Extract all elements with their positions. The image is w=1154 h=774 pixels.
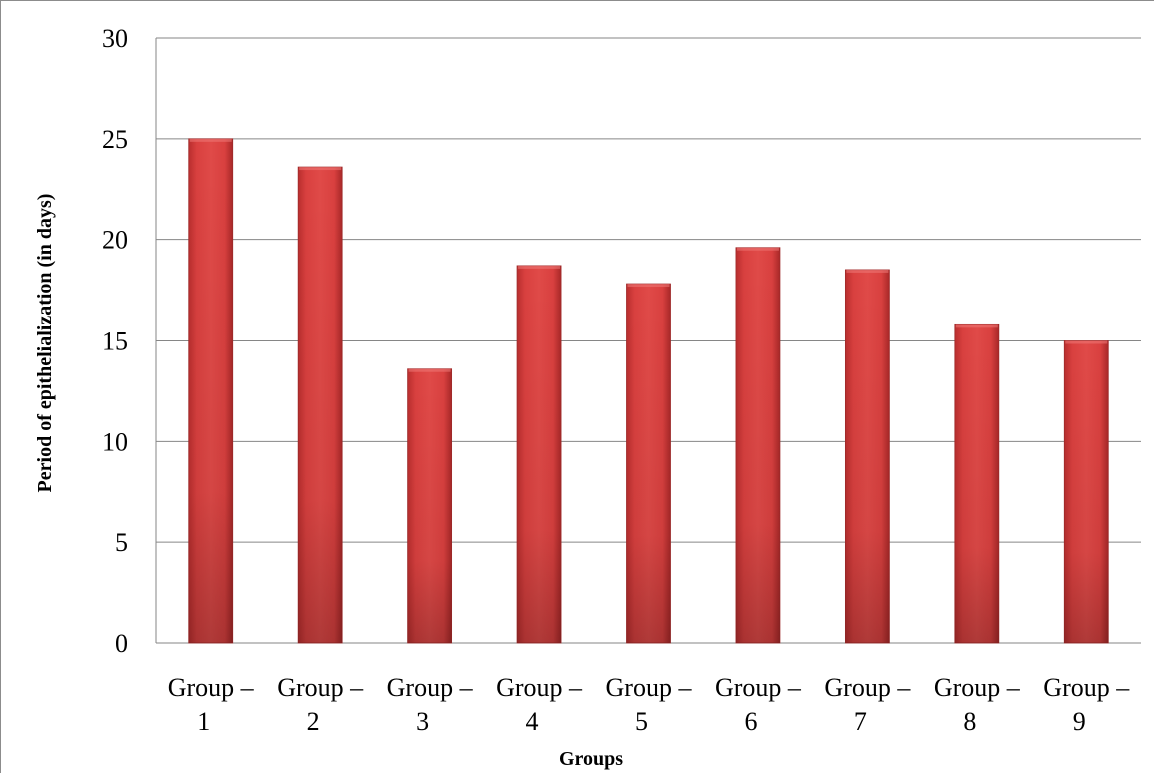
y-axis-title: Period of epithelialization (in days)	[34, 194, 56, 493]
bar-shade	[845, 269, 890, 643]
bar-group	[954, 323, 1000, 644]
x-tick-label-line1: Group –	[824, 673, 911, 702]
bar-shade	[517, 265, 562, 643]
x-axis-ticks: Group – 1 Group – 2 Group – 3 Group – 4 Group – 5…	[168, 673, 1130, 736]
bar-cap	[955, 324, 998, 328]
x-axis-title: Groups	[559, 748, 623, 770]
bar-cap	[518, 265, 561, 269]
bar-group	[1063, 340, 1109, 644]
x-tick-label-line1: Group –	[277, 673, 364, 702]
bar-shade	[735, 247, 780, 643]
bar-cap	[408, 368, 451, 372]
x-tick-label-line2: 7	[854, 707, 867, 736]
bar-cap	[846, 269, 889, 273]
x-tick-label-line2: 2	[307, 707, 320, 736]
bar-cap	[299, 167, 342, 171]
bars	[188, 138, 1109, 644]
bar-group	[407, 368, 453, 644]
x-tick-label-line2: 5	[635, 707, 648, 736]
x-tick-label-line1: Group –	[387, 673, 474, 702]
x-tick-label-line1: Group –	[168, 673, 255, 702]
x-tick-label-line1: Group –	[606, 673, 693, 702]
bar-shade	[1064, 340, 1109, 643]
x-tick-label-line1: Group –	[715, 673, 802, 702]
bar-group	[735, 247, 781, 644]
bar-group	[516, 265, 562, 644]
bar-shade	[954, 324, 999, 643]
bar-group	[844, 269, 890, 644]
y-tick-label: 10	[102, 427, 128, 456]
bar-shade	[626, 284, 671, 643]
y-tick-label: 20	[102, 226, 128, 255]
x-tick-label-line1: Group –	[496, 673, 583, 702]
bar-cap	[736, 247, 779, 251]
x-tick-label-line2: 8	[963, 707, 976, 736]
x-tick-label-line1: Group –	[1043, 673, 1130, 702]
y-tick-label: 15	[102, 327, 128, 356]
x-tick-label-line1: Group –	[934, 673, 1021, 702]
y-tick-label: 25	[102, 125, 128, 154]
y-tick-label: 0	[115, 629, 128, 658]
y-axis-ticks: 0 5 10 15 20 25 30	[102, 24, 128, 658]
bar-cap	[1065, 340, 1108, 344]
bar-cap	[627, 284, 670, 288]
y-tick-label: 30	[102, 24, 128, 53]
x-tick-label-line2: 3	[416, 707, 429, 736]
bar-group	[188, 138, 234, 644]
bar-group	[626, 283, 671, 644]
bar-shade	[188, 138, 233, 644]
bar-shade	[407, 368, 452, 643]
y-tick-label: 5	[115, 528, 128, 557]
x-tick-label-line2: 6	[744, 707, 757, 736]
x-tick-label-line2: 9	[1073, 707, 1086, 736]
x-tick-label-line2: 4	[526, 707, 539, 736]
bar-shade	[298, 167, 343, 644]
bar-group	[297, 166, 343, 644]
bar-cap	[189, 138, 232, 142]
x-tick-label-line2: 1	[197, 707, 210, 736]
